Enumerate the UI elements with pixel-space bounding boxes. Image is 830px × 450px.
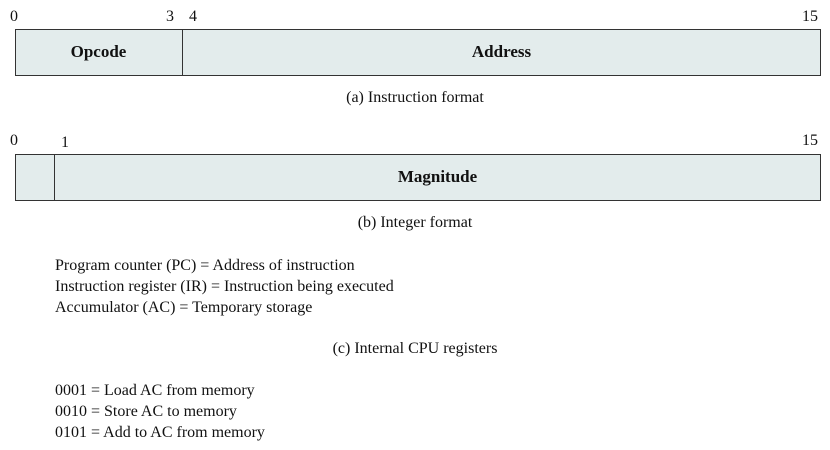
sign-magnitude-divider — [54, 154, 55, 201]
integer-format-caption: (b) Integer format — [357, 214, 473, 231]
integer-word-box — [15, 154, 821, 201]
bit-label-0: 0 — [10, 8, 18, 25]
opcode-line-add: 0101 = Add to AC from memory — [55, 424, 265, 441]
opcode-address-divider — [182, 29, 183, 76]
register-line-ac: Accumulator (AC) = Temporary storage — [55, 299, 313, 316]
magnitude-field-label: Magnitude — [397, 167, 478, 186]
opcode-line-load: 0001 = Load AC from memory — [55, 382, 255, 399]
bit-label-15: 15 — [802, 8, 818, 25]
opcode-field-label: Opcode — [70, 42, 127, 61]
instruction-format-caption: (a) Instruction format — [346, 89, 484, 106]
bit-label-4: 4 — [189, 8, 197, 25]
bit-label-15: 15 — [802, 132, 818, 149]
register-line-pc: Program counter (PC) = Address of instru… — [55, 257, 355, 274]
cpu-registers-caption: (c) Internal CPU registers — [332, 340, 498, 357]
address-field-label: Address — [471, 42, 532, 61]
bit-label-3: 3 — [166, 8, 174, 25]
bit-label-1: 1 — [61, 134, 69, 151]
register-line-ir: Instruction register (IR) = Instruction … — [55, 278, 394, 295]
bit-label-0: 0 — [10, 132, 18, 149]
opcode-line-store: 0010 = Store AC to memory — [55, 403, 237, 420]
instruction-word-box — [15, 29, 821, 76]
